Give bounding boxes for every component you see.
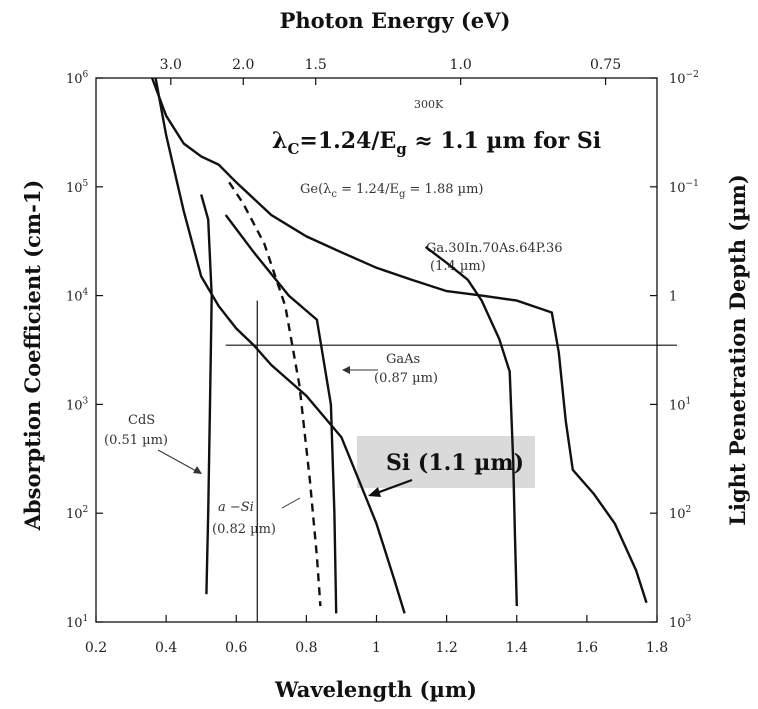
ge-label: Ge(λc = 1.24/Eg = 1.88 µm) — [300, 182, 483, 200]
cds-arrow — [157, 449, 199, 473]
ge-label-sub: c — [331, 189, 337, 200]
asi-label: a −Si — [218, 500, 254, 515]
cds-cutoff-label: (0.51 µm) — [104, 433, 168, 448]
top-tick-label: 3.0 — [160, 57, 182, 73]
ge-label-a: Ge(λ — [300, 182, 331, 197]
gaas-arrowhead — [342, 366, 350, 374]
gainasp-label: Ga.30In.70As.64P.36 — [426, 241, 563, 256]
x-tick-label: 1 — [372, 640, 381, 656]
formula-tail: ≈ 1.1 µm for Si — [407, 128, 601, 154]
si-arrowhead — [368, 487, 381, 497]
gaas-cutoff-label: (0.87 µm) — [374, 371, 438, 386]
right-tick-label: 102 — [669, 505, 691, 522]
axis-ticks-layer: 0.2 0.4 0.6 0.8 1 1.2 1.4 1.6 1.8 3.0 2.0 1.5 1.0 0.7… — [66, 57, 699, 656]
top-tick-label: 0.75 — [590, 57, 621, 73]
right-tick-label: 101 — [669, 396, 691, 413]
si-highlight-box — [357, 436, 535, 488]
x-tick-label: 1.8 — [646, 640, 668, 656]
cds-arrowhead — [193, 466, 202, 474]
y-tick-label: 104 — [66, 288, 89, 305]
si-label: Si (1.1 µm) — [386, 450, 524, 476]
ge-label-c: = 1.88 µm) — [405, 182, 483, 197]
y-tick-label: 101 — [66, 614, 88, 631]
top-axis-title: Photon Energy (eV) — [280, 8, 511, 33]
si-arrow — [373, 478, 413, 496]
left-axis-title: Absorption Coefficient (cm-1) — [20, 180, 45, 532]
cds-label: CdS — [128, 413, 155, 428]
top-tick-label: 1.5 — [305, 57, 327, 73]
curve-si — [154, 77, 406, 614]
formula-sub-c: C — [287, 140, 299, 158]
reference-lines-layer — [225, 300, 677, 622]
curve-gainasp — [424, 245, 518, 607]
x-tick-label: 1.2 — [435, 640, 457, 656]
x-tick-label: 0.4 — [155, 640, 177, 656]
gaas-label: GaAs — [386, 352, 420, 367]
y-tick-label: 102 — [66, 505, 88, 522]
y-tick-label: 105 — [66, 179, 89, 196]
x-tick-label: 1.6 — [576, 640, 598, 656]
curve-a-si — [228, 181, 322, 607]
formula-lambda: λ — [272, 128, 287, 154]
right-tick-label: 10−2 — [669, 70, 699, 87]
y-tick-label: 106 — [66, 70, 89, 87]
temperature-label: 300K — [414, 98, 444, 111]
right-tick-label: 10−1 — [669, 179, 699, 196]
ge-label-sub2: g — [399, 189, 406, 200]
curve-gaas — [224, 214, 338, 614]
x-tick-label: 1.4 — [506, 640, 528, 656]
plot-frame — [95, 77, 658, 623]
formula-sub-g: g — [396, 140, 407, 158]
right-tick-label: 103 — [669, 614, 692, 631]
asi-arrow — [281, 497, 301, 509]
right-axis-title: Light Penetration Depth (µm) — [725, 174, 750, 526]
x-tick-label: 0.8 — [295, 640, 317, 656]
top-tick-label: 2.0 — [232, 57, 254, 73]
cutoff-formula: λC=1.24/Eg ≈ 1.1 µm for Si — [272, 128, 601, 158]
right-tick-label: 1 — [669, 290, 677, 305]
x-axis-title: Wavelength (µm) — [274, 677, 477, 702]
curve-cds — [200, 194, 213, 595]
ge-label-b: = 1.24/E — [337, 182, 399, 197]
top-tick-label: 1.0 — [450, 57, 472, 73]
x-tick-label: 0.6 — [225, 640, 247, 656]
x-tick-label: 0.2 — [85, 640, 107, 656]
gainasp-cutoff-label: (1.4 µm) — [430, 259, 486, 274]
asi-cutoff-label: (0.82 µm) — [212, 522, 276, 537]
y-tick-label: 103 — [66, 396, 89, 413]
curve-ge — [150, 77, 648, 604]
curves-layer — [150, 77, 648, 614]
formula-mid: =1.24/E — [299, 128, 396, 154]
